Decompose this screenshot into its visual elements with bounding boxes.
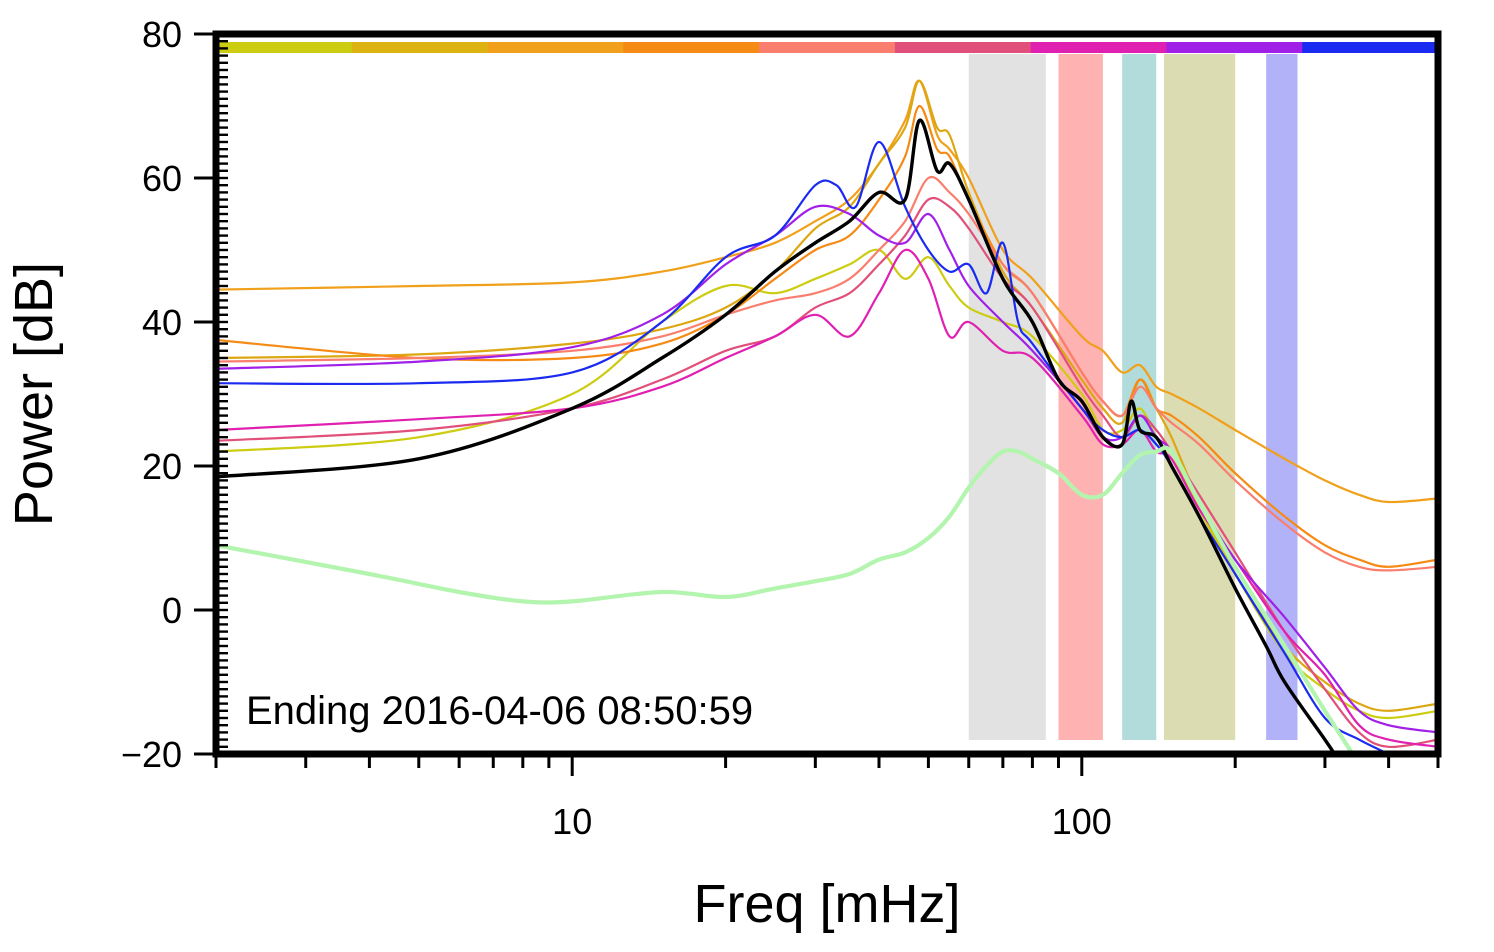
color-bar-segment-4 [759, 42, 896, 53]
series-line-1 [216, 79, 1438, 712]
color-bar [216, 42, 1439, 53]
series-line-6 [216, 248, 1438, 748]
y-tick-label-2: 20 [142, 446, 182, 487]
y-tick-label-3: 40 [142, 302, 182, 343]
band-3 [1164, 54, 1236, 740]
color-bar-segment-2 [487, 42, 624, 53]
band-0 [968, 54, 1046, 740]
y-tick-label-4: 60 [142, 158, 182, 199]
color-bar-segment-1 [351, 42, 489, 53]
x-tick-label-0: 10 [552, 801, 592, 842]
labels: Ending 2016-04-06 08:50:59 Freq [mHz] Po… [4, 262, 961, 934]
series-line-10 [216, 445, 1355, 754]
timestamp-annotation: Ending 2016-04-06 08:50:59 [246, 689, 753, 733]
color-bar-segment-5 [894, 42, 1032, 53]
axes: −20 0 20 40 60 80 10 100 [121, 14, 1442, 842]
series-line-0 [216, 79, 1438, 504]
band-1 [1058, 54, 1103, 740]
x-tick-label-1: 100 [1052, 801, 1112, 842]
color-bar-segment-0 [216, 42, 353, 53]
plot-frame [212, 30, 1442, 758]
spectra-lines [216, 79, 1438, 754]
band-4 [1266, 54, 1298, 740]
y-axis-label: Power [dB] [4, 262, 64, 526]
series-line-4 [216, 175, 1438, 572]
series-line-7 [216, 204, 1438, 734]
y-tick-label-0: −20 [121, 734, 182, 775]
x-axis-label: Freq [mHz] [693, 874, 960, 934]
y-tick-label-1: 0 [162, 590, 182, 631]
color-bar-segment-3 [623, 42, 760, 53]
color-bar-segment-7 [1166, 42, 1303, 53]
series-line-9 [216, 118, 1337, 754]
color-bar-segment-6 [1030, 42, 1167, 53]
series-line-5 [216, 196, 1438, 748]
y-tick-label-5: 80 [142, 14, 182, 55]
color-bar-segment-8 [1302, 42, 1439, 53]
